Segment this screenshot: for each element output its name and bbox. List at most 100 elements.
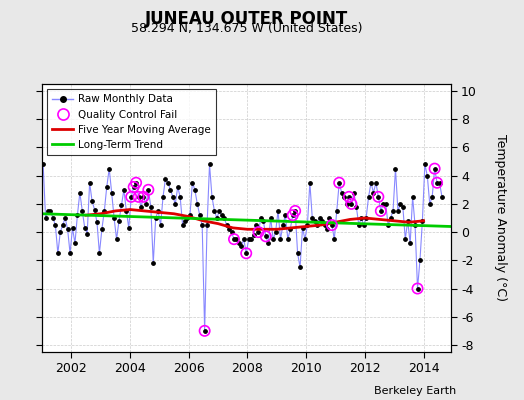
Point bbox=[305, 180, 314, 186]
Point bbox=[315, 215, 324, 221]
Point bbox=[210, 208, 219, 214]
Point bbox=[408, 194, 417, 200]
Point bbox=[198, 222, 206, 228]
Point bbox=[308, 215, 316, 221]
Point bbox=[335, 180, 343, 186]
Point bbox=[78, 208, 86, 214]
Point bbox=[320, 222, 329, 228]
Point bbox=[421, 161, 429, 168]
Point bbox=[413, 285, 422, 292]
Point bbox=[171, 201, 180, 207]
Point bbox=[75, 190, 84, 196]
Point bbox=[406, 240, 414, 246]
Point bbox=[289, 212, 297, 218]
Point bbox=[411, 222, 419, 228]
Point bbox=[51, 222, 60, 228]
Point bbox=[46, 208, 54, 214]
Point bbox=[110, 215, 118, 221]
Point bbox=[291, 208, 299, 214]
Point bbox=[132, 180, 140, 186]
Point bbox=[161, 175, 170, 182]
Point bbox=[333, 208, 341, 214]
Point bbox=[215, 208, 224, 214]
Point bbox=[139, 194, 148, 200]
Point bbox=[112, 236, 121, 242]
Point bbox=[345, 194, 353, 200]
Point bbox=[208, 194, 216, 200]
Point bbox=[127, 194, 135, 200]
Point bbox=[394, 208, 402, 214]
Point bbox=[83, 230, 91, 237]
Point bbox=[201, 328, 209, 334]
Point bbox=[311, 218, 319, 224]
Point bbox=[401, 236, 409, 242]
Point bbox=[347, 201, 356, 207]
Point bbox=[119, 186, 128, 193]
Point bbox=[357, 215, 365, 221]
Point bbox=[377, 208, 385, 214]
Point bbox=[328, 222, 336, 228]
Point bbox=[350, 190, 358, 196]
Point bbox=[127, 194, 135, 200]
Point bbox=[223, 222, 231, 228]
Point bbox=[117, 202, 126, 208]
Point bbox=[261, 233, 270, 240]
Point bbox=[413, 285, 422, 292]
Point bbox=[235, 240, 243, 246]
Point bbox=[93, 219, 101, 226]
Point bbox=[259, 218, 268, 224]
Point bbox=[435, 180, 444, 186]
Point bbox=[151, 215, 160, 221]
Point bbox=[232, 236, 241, 242]
Point bbox=[352, 204, 361, 210]
Point bbox=[430, 166, 439, 172]
Point bbox=[347, 201, 356, 207]
Text: Berkeley Earth: Berkeley Earth bbox=[374, 386, 456, 396]
Point bbox=[301, 236, 309, 242]
Point bbox=[41, 215, 50, 221]
Point bbox=[423, 172, 431, 179]
Point bbox=[381, 201, 390, 207]
Point bbox=[159, 194, 167, 200]
Text: 58.294 N, 134.675 W (United States): 58.294 N, 134.675 W (United States) bbox=[130, 22, 362, 35]
Point bbox=[418, 218, 427, 224]
Point bbox=[274, 208, 282, 214]
Point bbox=[242, 250, 250, 256]
Point bbox=[122, 208, 130, 214]
Point bbox=[137, 204, 145, 210]
Point bbox=[71, 240, 79, 246]
Point bbox=[39, 161, 47, 168]
Point bbox=[134, 194, 143, 200]
Point bbox=[342, 201, 351, 207]
Point bbox=[416, 257, 424, 264]
Point bbox=[362, 215, 370, 221]
Point bbox=[345, 194, 353, 200]
Point bbox=[374, 194, 383, 200]
Point bbox=[323, 226, 331, 232]
Point bbox=[107, 190, 116, 196]
Point bbox=[191, 186, 199, 193]
Point bbox=[230, 236, 238, 242]
Point bbox=[195, 212, 204, 218]
Point bbox=[374, 194, 383, 200]
Point bbox=[220, 215, 228, 221]
Point bbox=[291, 208, 299, 214]
Point bbox=[384, 222, 392, 228]
Point bbox=[132, 180, 140, 186]
Point bbox=[283, 236, 292, 242]
Point bbox=[193, 201, 202, 207]
Point bbox=[81, 225, 89, 231]
Point bbox=[430, 166, 439, 172]
Point bbox=[386, 215, 395, 221]
Point bbox=[103, 184, 111, 190]
Point bbox=[340, 194, 348, 200]
Point bbox=[433, 180, 441, 186]
Point bbox=[154, 208, 162, 214]
Point bbox=[281, 212, 290, 218]
Point bbox=[330, 236, 339, 242]
Point bbox=[49, 215, 57, 221]
Point bbox=[425, 201, 434, 207]
Point bbox=[254, 229, 263, 235]
Point bbox=[239, 236, 248, 242]
Point bbox=[269, 236, 277, 242]
